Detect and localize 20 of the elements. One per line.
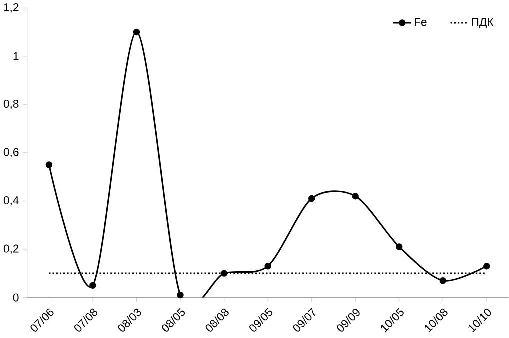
point: [46, 162, 53, 168]
y-tick-label: 0,2: [4, 244, 19, 254]
point: [308, 195, 316, 202]
y-tick-label: 0: [13, 294, 19, 302]
point: [396, 244, 403, 250]
point: [220, 270, 228, 277]
y-tick-label: 0,8: [4, 100, 19, 110]
y-tick-label: 1,2: [4, 3, 19, 13]
point: [177, 292, 184, 299]
point: [90, 282, 96, 289]
y-tick-label: 0,6: [4, 148, 19, 158]
point: [352, 192, 359, 200]
legend-label: ПДК: [472, 18, 494, 28]
point: [484, 262, 490, 270]
point: [264, 262, 272, 270]
y-tick-label: 0,4: [4, 196, 19, 206]
point: [440, 277, 446, 284]
legend-label: Fe: [414, 18, 427, 26]
y-tick-label: 1: [14, 52, 19, 60]
point: [133, 28, 140, 36]
